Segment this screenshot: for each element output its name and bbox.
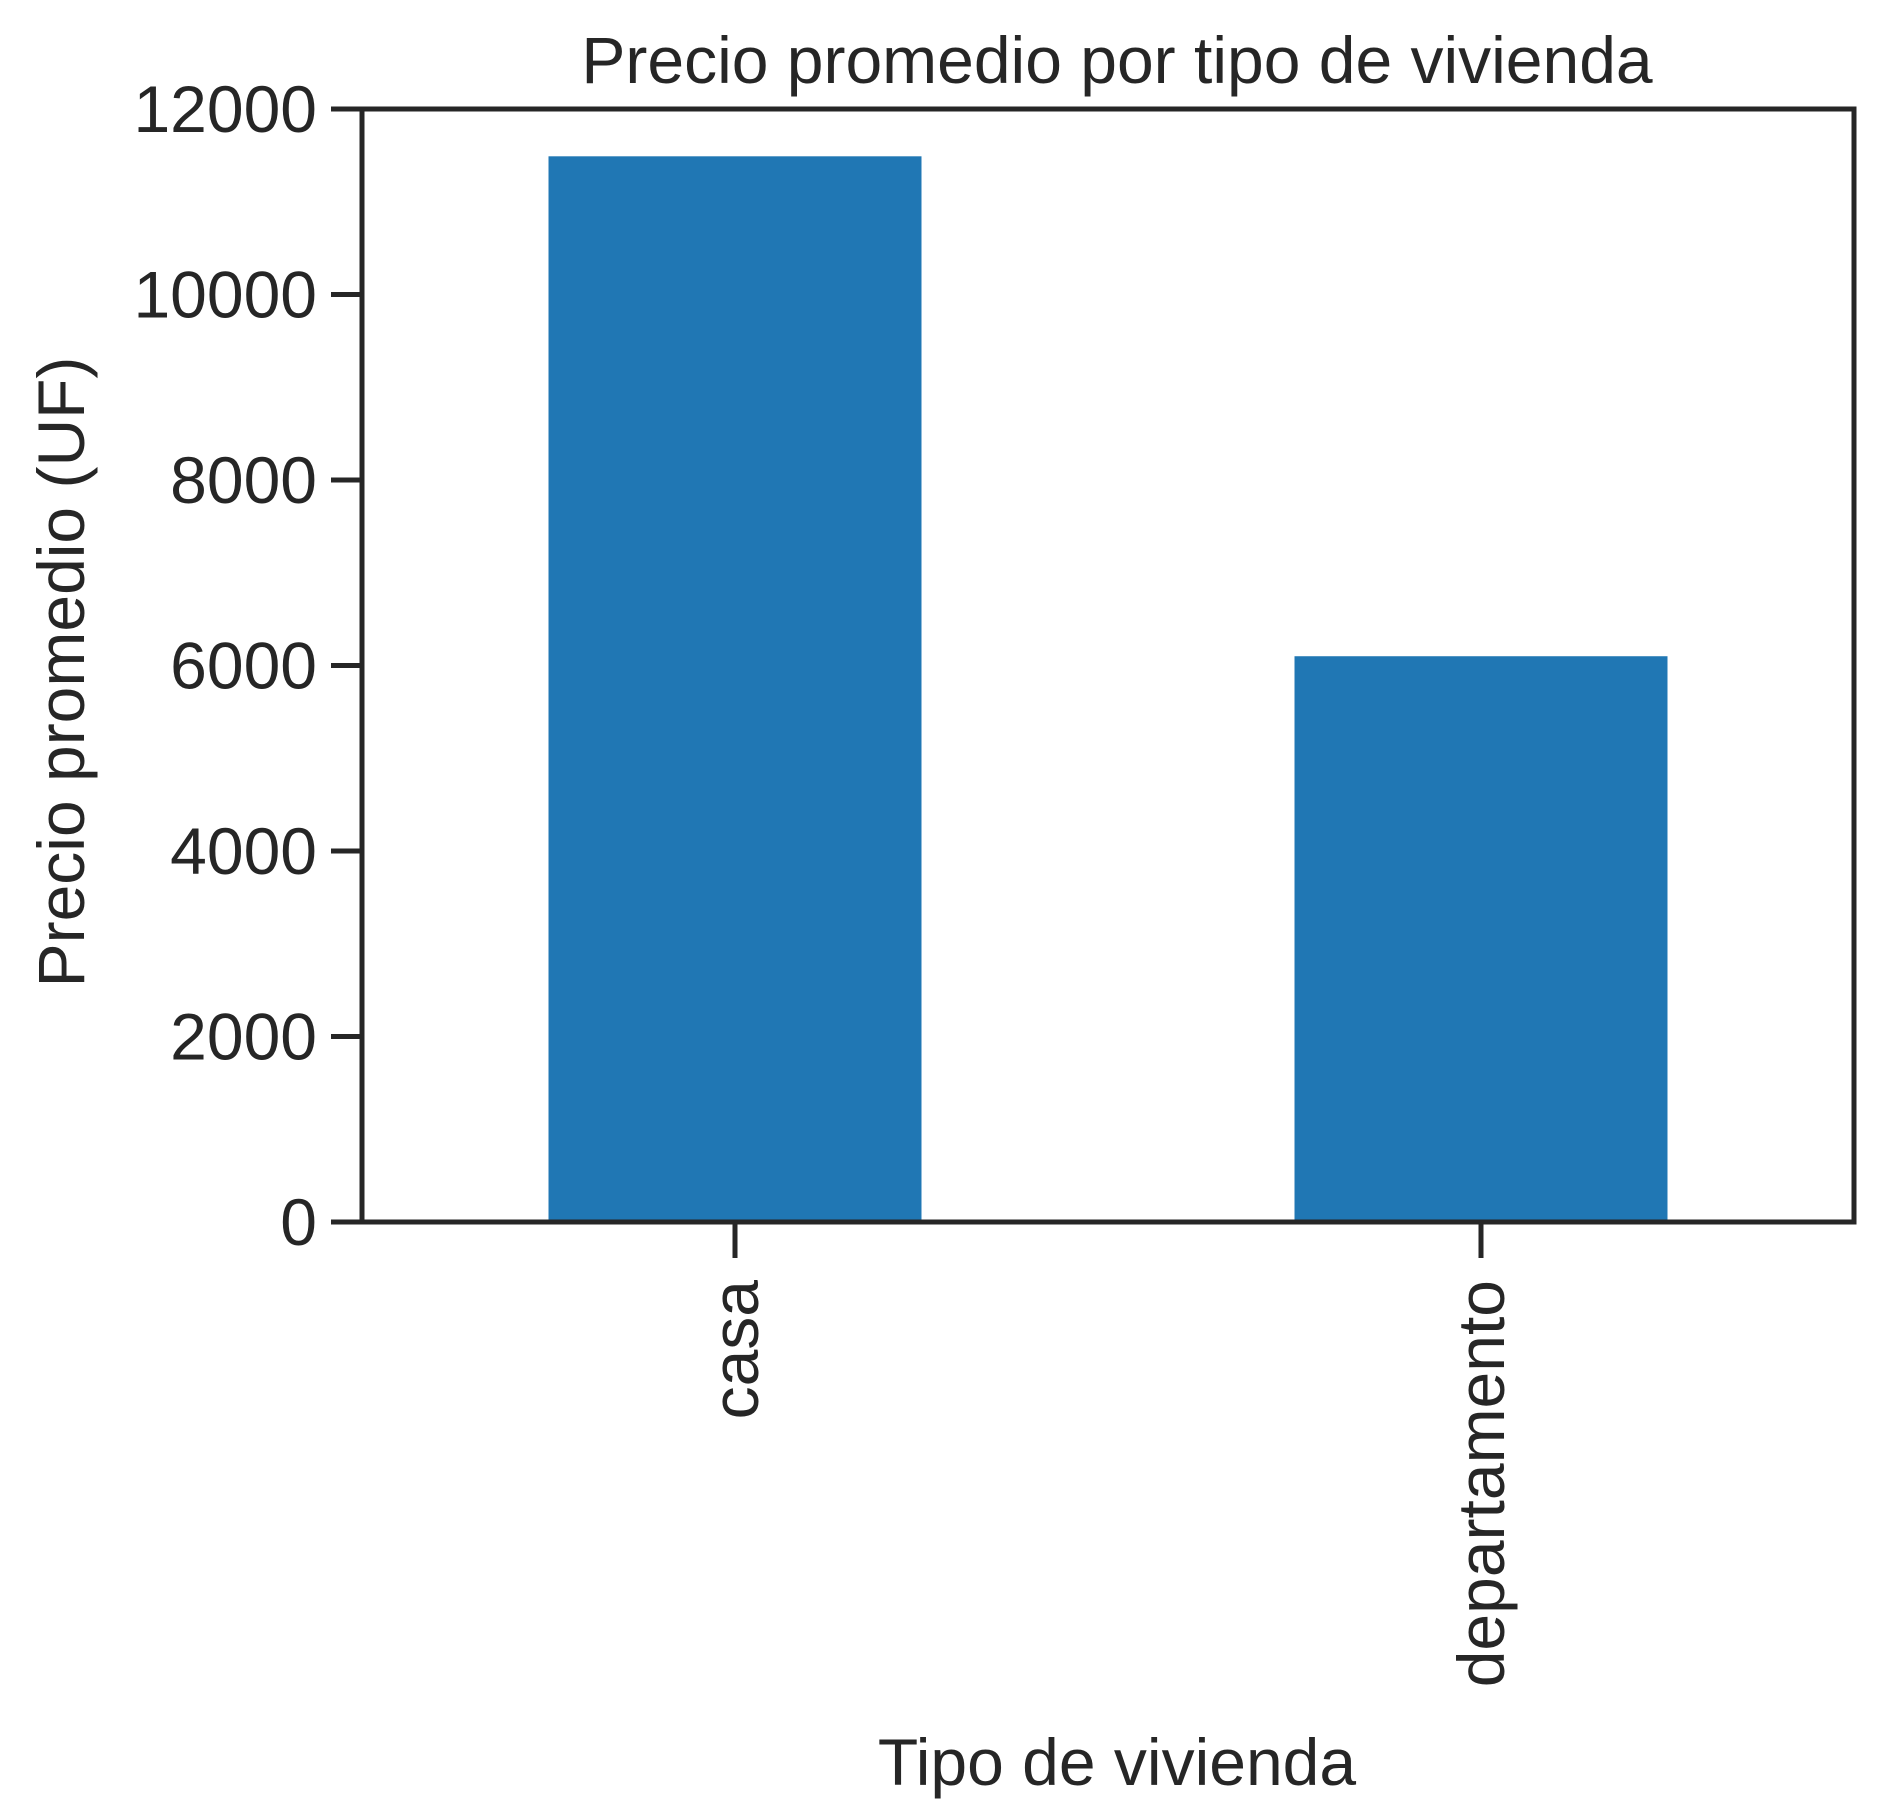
y-tick-label: 12000 bbox=[133, 72, 317, 146]
y-tick-label: 8000 bbox=[170, 443, 317, 517]
y-tick-label: 6000 bbox=[170, 629, 317, 703]
bars-group bbox=[548, 156, 1668, 1223]
y-axis-label: Precio promedio (UF) bbox=[24, 357, 98, 988]
plot-frame bbox=[359, 106, 1857, 1225]
y-axis-ticks: 0 2000 4000 6000 8000 10000 12000 bbox=[133, 72, 362, 1259]
y-tick-label: 4000 bbox=[170, 814, 317, 888]
x-tick-label-casa: casa bbox=[698, 1280, 772, 1420]
x-axis-label: Tipo de vivienda bbox=[878, 1725, 1356, 1799]
y-tick-label: 10000 bbox=[133, 258, 317, 332]
chart-title: Precio promedio por tipo de vivienda bbox=[581, 23, 1653, 97]
y-tick-label: 2000 bbox=[170, 1000, 317, 1074]
x-tick-label-departamento: departamento bbox=[1444, 1280, 1518, 1687]
bar-departamento bbox=[1294, 656, 1668, 1222]
x-axis-ticks: casa departamento bbox=[698, 1222, 1518, 1687]
bar-casa bbox=[548, 156, 922, 1223]
y-tick-label: 0 bbox=[280, 1185, 317, 1259]
